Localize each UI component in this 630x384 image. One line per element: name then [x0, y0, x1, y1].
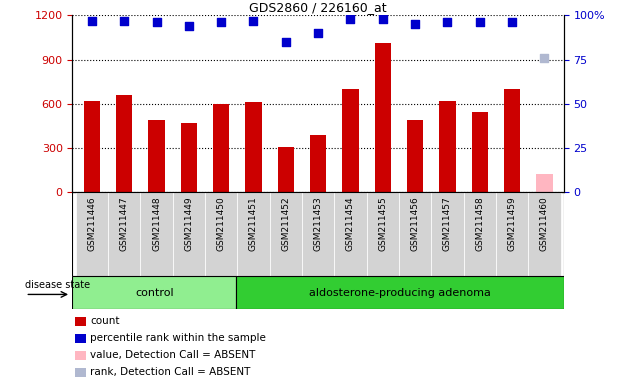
Bar [205, 192, 238, 276]
Bar [278, 147, 294, 192]
Text: GSM211460: GSM211460 [540, 196, 549, 251]
Bar [432, 192, 464, 276]
Text: GSM211450: GSM211450 [217, 196, 226, 251]
Bar [76, 192, 108, 276]
Bar [75, 351, 86, 360]
Bar [504, 89, 520, 192]
Text: GSM211446: GSM211446 [88, 196, 96, 251]
Bar [238, 192, 270, 276]
Bar [72, 276, 236, 309]
Bar [439, 101, 455, 192]
Bar [342, 89, 358, 192]
Bar [75, 317, 86, 326]
Point [216, 19, 226, 25]
Point [119, 18, 129, 24]
Bar [399, 192, 432, 276]
Bar [246, 102, 261, 192]
Bar [75, 334, 86, 343]
Bar [270, 192, 302, 276]
Text: GSM211458: GSM211458 [475, 196, 484, 251]
Bar [181, 123, 197, 192]
Point [345, 16, 355, 22]
Bar [536, 174, 553, 192]
Bar [302, 192, 335, 276]
Text: aldosterone-producing adenoma: aldosterone-producing adenoma [309, 288, 491, 298]
Bar [173, 192, 205, 276]
Bar [335, 192, 367, 276]
Text: count: count [90, 316, 120, 326]
Point [539, 55, 549, 61]
Text: GSM211447: GSM211447 [120, 196, 129, 251]
Bar [472, 112, 488, 192]
Text: GSM211453: GSM211453 [314, 196, 323, 251]
Text: GSM211449: GSM211449 [185, 196, 193, 251]
Text: GSM211454: GSM211454 [346, 196, 355, 251]
Point [248, 18, 258, 24]
Bar [529, 192, 561, 276]
Bar [496, 192, 529, 276]
Bar [464, 192, 496, 276]
Point [507, 19, 517, 25]
Bar [213, 104, 229, 192]
Point [475, 19, 485, 25]
Point [410, 21, 420, 27]
Point [184, 23, 194, 29]
Text: control: control [135, 288, 174, 298]
Point [442, 19, 452, 25]
Point [313, 30, 323, 36]
Text: GSM211459: GSM211459 [508, 196, 517, 251]
Text: GSM211448: GSM211448 [152, 196, 161, 251]
Point [87, 18, 97, 24]
Text: value, Detection Call = ABSENT: value, Detection Call = ABSENT [90, 350, 256, 360]
Text: GSM211456: GSM211456 [411, 196, 420, 251]
Text: rank, Detection Call = ABSENT: rank, Detection Call = ABSENT [90, 367, 251, 377]
Title: GDS2860 / 226160_at: GDS2860 / 226160_at [249, 1, 387, 14]
Bar [236, 276, 564, 309]
Point [281, 39, 291, 45]
Text: percentile rank within the sample: percentile rank within the sample [90, 333, 266, 343]
Text: GSM211455: GSM211455 [378, 196, 387, 251]
Point [151, 19, 161, 25]
Bar [367, 192, 399, 276]
Text: GSM211452: GSM211452 [282, 196, 290, 251]
Bar [75, 367, 86, 377]
Text: GSM211457: GSM211457 [443, 196, 452, 251]
Bar [310, 135, 326, 192]
Bar [407, 120, 423, 192]
Bar [108, 192, 140, 276]
Text: disease state: disease state [25, 280, 91, 290]
Bar [116, 95, 132, 192]
Bar [375, 43, 391, 192]
Text: GSM211451: GSM211451 [249, 196, 258, 251]
Bar [149, 120, 164, 192]
Bar [140, 192, 173, 276]
Point [378, 16, 388, 22]
Bar [84, 101, 100, 192]
